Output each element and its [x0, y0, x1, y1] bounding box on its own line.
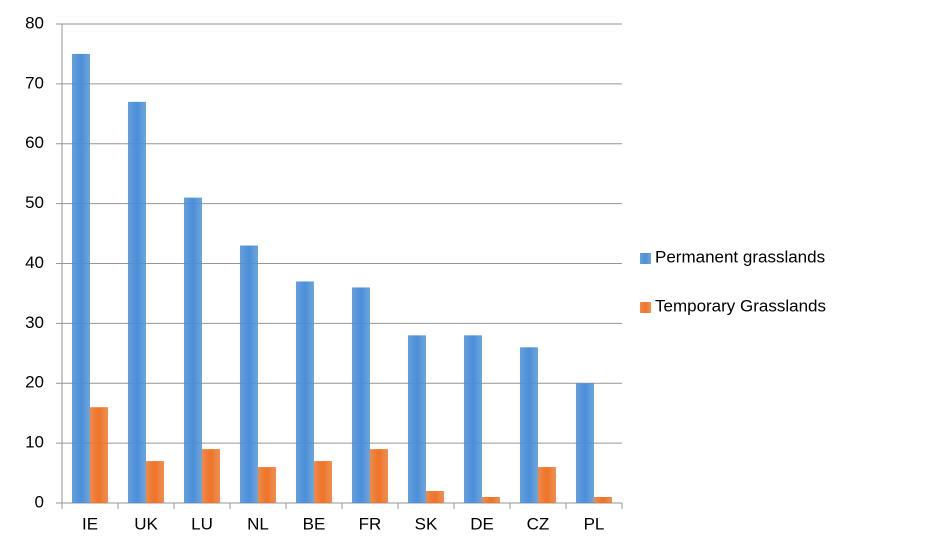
- legend-label: Temporary Grasslands: [655, 296, 826, 315]
- y-tick-label: 80: [25, 13, 44, 32]
- bar: [240, 245, 258, 503]
- x-tick-label: BE: [303, 514, 326, 533]
- bar: [370, 449, 388, 503]
- legend-swatch: [640, 302, 651, 313]
- bar: [202, 449, 220, 503]
- bar: [296, 281, 314, 503]
- x-tick-label: IE: [82, 514, 98, 533]
- bar: [520, 347, 538, 503]
- bar: [90, 407, 108, 503]
- y-tick-label: 20: [25, 373, 44, 392]
- bar: [426, 491, 444, 503]
- x-tick-label: CZ: [527, 514, 550, 533]
- legend-swatch: [640, 253, 651, 264]
- bar: [184, 197, 202, 503]
- bar: [258, 467, 276, 503]
- bar: [594, 497, 612, 503]
- bar: [464, 335, 482, 503]
- bar: [146, 461, 164, 503]
- x-tick-label: DE: [470, 514, 494, 533]
- bar: [538, 467, 556, 503]
- x-tick-label: PL: [584, 514, 605, 533]
- y-tick-label: 0: [35, 492, 44, 511]
- x-tick-label: FR: [359, 514, 382, 533]
- y-tick-label: 10: [25, 433, 44, 452]
- bar: [352, 287, 370, 503]
- bar: [128, 101, 146, 504]
- legend-label: Permanent grasslands: [655, 247, 825, 266]
- y-tick-label: 40: [25, 253, 44, 272]
- bar: [72, 53, 90, 503]
- bar: [408, 335, 426, 503]
- y-tick-label: 30: [25, 313, 44, 332]
- x-tick-label: SK: [415, 514, 438, 533]
- x-tick-label: LU: [191, 514, 213, 533]
- y-tick-label: 50: [25, 193, 44, 212]
- bar: [482, 497, 500, 503]
- y-tick-label: 70: [25, 73, 44, 92]
- bar: [576, 383, 594, 503]
- x-tick-label: UK: [134, 514, 158, 533]
- x-tick-label: NL: [247, 514, 269, 533]
- y-tick-label: 60: [25, 133, 44, 152]
- bar: [314, 461, 332, 503]
